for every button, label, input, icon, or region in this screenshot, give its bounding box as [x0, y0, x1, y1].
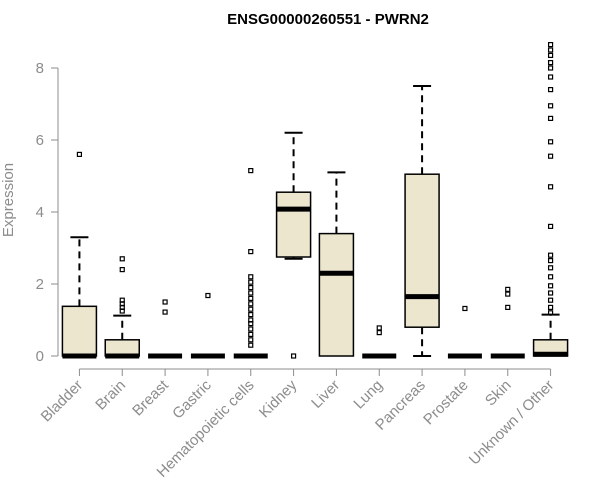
outlier-point [248, 317, 254, 323]
y-tick-label: 4 [36, 204, 44, 221]
box-body [61, 305, 98, 357]
x-tick-label: Bladder [38, 377, 87, 426]
outlier-point [547, 74, 554, 80]
x-tick-label: Brain [92, 377, 129, 414]
x-tick-label: Prostate [420, 377, 472, 429]
outlier-point [76, 151, 83, 157]
outlier-point [547, 184, 554, 190]
outlier-point [547, 103, 554, 109]
outlier-point [119, 297, 125, 303]
outlier-point [248, 295, 254, 301]
outlier-point [248, 168, 254, 174]
outlier-point [248, 342, 254, 348]
box-lung [362, 325, 397, 359]
outlier-point [547, 139, 554, 145]
box-brain [104, 256, 140, 359]
box-body [404, 173, 440, 328]
outlier-point [547, 283, 554, 289]
outlier-point [547, 265, 554, 271]
outlier-point [547, 310, 554, 316]
outlier-point [547, 153, 554, 159]
chart-title: ENSG00000260551 - PWRN2 [227, 11, 429, 28]
outlier-point [248, 249, 254, 255]
outlier-point [547, 304, 554, 310]
y-tick-label: 2 [36, 276, 44, 293]
y-tick-label: 0 [36, 348, 44, 365]
box-kidney [275, 131, 312, 359]
box-series [61, 41, 569, 359]
box-pancreas [404, 85, 440, 357]
outlier-point [505, 286, 511, 292]
outlier-point [547, 59, 554, 66]
outlier-point [547, 86, 554, 93]
outlier-point [505, 291, 511, 297]
y-tick-label: 8 [36, 60, 44, 77]
outlier-point [248, 290, 254, 296]
y-axis: 0 2 4 6 8 [36, 60, 59, 365]
box-hematopoietic-cells [233, 168, 268, 359]
x-tick-label: Liver [308, 377, 343, 412]
x-tick-label: Breast [129, 376, 172, 419]
x-tick-label: Lung [350, 377, 386, 413]
outlier-point [547, 52, 554, 59]
outlier-point [248, 279, 254, 285]
box-skin [490, 286, 525, 359]
outlier-point [162, 299, 168, 305]
outlier-point [547, 47, 554, 53]
outlier-point [376, 330, 382, 336]
outlier-point [547, 252, 554, 258]
outlier-point [547, 274, 554, 280]
y-tick-label: 6 [36, 132, 44, 149]
outlier-point [547, 223, 554, 229]
outlier-point [205, 292, 211, 299]
outlier-point [547, 290, 554, 296]
outlier-point [248, 337, 254, 343]
outlier-point [248, 301, 254, 307]
outlier-point [248, 312, 254, 318]
box-body [318, 232, 355, 357]
y-axis-label: Expression [0, 163, 17, 237]
box-bladder [61, 151, 98, 359]
box-unknown-other [532, 41, 569, 357]
x-tick-label: Skin [482, 377, 515, 410]
box-gastric [190, 292, 225, 359]
box-breast [148, 299, 183, 359]
box-liver [318, 171, 355, 357]
box-prostate [447, 305, 482, 359]
outlier-point [547, 115, 554, 122]
outlier-point [119, 256, 125, 262]
outlier-point [248, 331, 254, 337]
outlier-point [376, 325, 382, 331]
outlier-point [248, 274, 254, 280]
outlier-point [547, 65, 554, 71]
outlier-point [290, 353, 297, 359]
outlier-point [119, 267, 125, 273]
outlier-point [248, 285, 254, 291]
outlier-point [505, 304, 511, 310]
outlier-point [547, 258, 554, 264]
outlier-point [248, 326, 254, 332]
box-body [275, 191, 312, 258]
outlier-point [547, 41, 554, 48]
outlier-point [547, 297, 554, 303]
outlier-point [162, 309, 168, 315]
outlier-point [248, 306, 254, 312]
outlier-point [462, 305, 468, 312]
x-tick-label: Kidney [256, 376, 301, 421]
